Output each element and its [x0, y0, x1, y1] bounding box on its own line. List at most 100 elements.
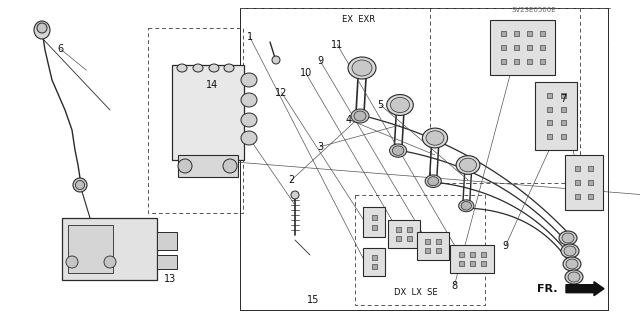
Bar [527, 45, 531, 50]
Bar [535, 82, 577, 150]
Ellipse shape [34, 21, 50, 39]
Text: 7: 7 [560, 94, 566, 104]
Ellipse shape [354, 111, 366, 121]
Bar [425, 239, 430, 244]
Ellipse shape [241, 93, 257, 107]
Bar [458, 252, 463, 257]
Ellipse shape [426, 131, 444, 145]
Bar [470, 261, 474, 266]
Bar [470, 252, 474, 257]
Ellipse shape [193, 64, 203, 72]
Bar [68, 225, 113, 273]
Ellipse shape [390, 144, 406, 157]
Bar [62, 218, 157, 280]
Bar [500, 45, 506, 50]
Bar [157, 232, 177, 250]
Text: 3: 3 [317, 142, 323, 152]
Bar [547, 107, 552, 112]
Bar [540, 59, 545, 64]
Bar [363, 248, 385, 276]
Text: 5: 5 [378, 100, 384, 110]
Ellipse shape [422, 128, 447, 148]
Text: 2: 2 [288, 175, 294, 185]
Bar [588, 166, 593, 171]
Ellipse shape [224, 64, 234, 72]
Text: 15: 15 [307, 295, 320, 305]
Text: 4: 4 [346, 115, 352, 125]
Bar [490, 20, 555, 75]
Ellipse shape [241, 131, 257, 145]
Bar [371, 255, 376, 260]
Bar [547, 134, 552, 139]
Bar [172, 65, 244, 160]
Bar [178, 155, 238, 177]
Bar [396, 227, 401, 232]
Text: 1: 1 [246, 32, 253, 42]
Bar [430, 8, 580, 183]
Ellipse shape [66, 256, 78, 268]
Ellipse shape [387, 94, 413, 115]
Bar [527, 59, 531, 64]
Bar [575, 194, 580, 199]
Bar [481, 261, 486, 266]
Ellipse shape [392, 146, 404, 155]
Bar [363, 207, 385, 237]
Ellipse shape [456, 156, 480, 174]
Bar [588, 194, 593, 199]
Bar [547, 93, 552, 98]
Bar [513, 45, 518, 50]
Text: 14: 14 [206, 79, 219, 90]
Text: 9: 9 [317, 56, 323, 66]
Bar [500, 59, 506, 64]
Text: 13: 13 [163, 274, 176, 284]
Bar [450, 245, 494, 273]
Ellipse shape [76, 181, 84, 189]
Ellipse shape [73, 178, 87, 192]
Text: DX  LX  SE: DX LX SE [394, 288, 437, 297]
Ellipse shape [241, 113, 257, 127]
Ellipse shape [352, 60, 372, 76]
Bar [388, 220, 420, 248]
Bar [588, 180, 593, 185]
Ellipse shape [460, 158, 477, 172]
Text: 9: 9 [502, 241, 509, 251]
Bar [561, 93, 566, 98]
Ellipse shape [566, 259, 578, 269]
Text: SV23E0500E: SV23E0500E [512, 7, 557, 12]
Bar [417, 232, 449, 260]
Text: 11: 11 [331, 40, 344, 50]
Ellipse shape [559, 231, 577, 245]
Ellipse shape [178, 159, 192, 173]
Ellipse shape [425, 175, 442, 188]
Ellipse shape [351, 109, 369, 123]
Bar [148, 28, 243, 213]
Bar [371, 214, 376, 219]
Bar [561, 134, 566, 139]
Bar [425, 248, 430, 253]
Ellipse shape [565, 270, 583, 284]
Ellipse shape [209, 64, 219, 72]
Bar [547, 120, 552, 125]
Ellipse shape [564, 246, 576, 256]
Bar [527, 31, 531, 36]
Bar [407, 227, 412, 232]
Bar [540, 31, 545, 36]
Bar [240, 8, 608, 310]
Ellipse shape [272, 56, 280, 64]
Bar [575, 166, 580, 171]
Bar [407, 236, 412, 241]
Text: 6: 6 [58, 44, 64, 55]
Bar [575, 180, 580, 185]
Bar [513, 31, 518, 36]
Ellipse shape [104, 256, 116, 268]
Ellipse shape [568, 272, 580, 282]
Ellipse shape [291, 191, 299, 199]
Ellipse shape [177, 64, 187, 72]
Ellipse shape [37, 23, 47, 33]
Text: 10: 10 [300, 68, 312, 78]
Ellipse shape [461, 202, 472, 210]
Text: 8: 8 [451, 280, 458, 291]
Bar [561, 107, 566, 112]
Ellipse shape [390, 97, 410, 113]
Bar [436, 248, 441, 253]
